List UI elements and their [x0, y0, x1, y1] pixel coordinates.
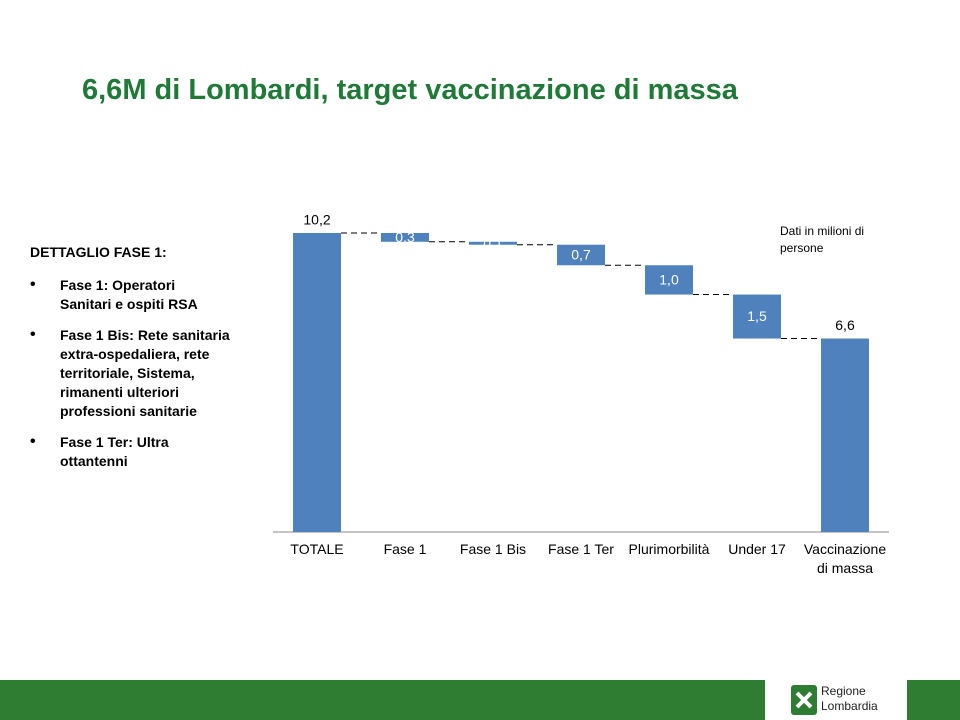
- x-tick-label: Vaccinazione di massa: [803, 541, 887, 576]
- x-tick-label: Fase 1: [383, 541, 427, 557]
- bullet-item: Fase 1 Ter: Ultra ottantenni: [30, 432, 230, 471]
- bar: [469, 241, 517, 245]
- x-tick-label: Plurimorbilità: [628, 541, 710, 557]
- x-tick-label: TOTALE: [290, 541, 344, 557]
- slide-title: 6,6M di Lombardi, target vaccinazione di…: [82, 74, 738, 106]
- logo-icon: [791, 685, 817, 715]
- chart-note: Dati in milioni di persone: [780, 224, 865, 255]
- logo: Regione Lombardia: [765, 680, 907, 720]
- data-label: 1,5: [747, 308, 767, 324]
- data-label: 1,0: [659, 272, 679, 288]
- chart: 10,2 0,3 0,1 0,7 1,0 1,5 6,6: [273, 212, 889, 533]
- bar: [821, 338, 869, 532]
- bar: [557, 244, 605, 266]
- data-label: 0,7: [571, 247, 591, 263]
- panel-heading: DETTAGLIO FASE 1:: [30, 244, 167, 260]
- left-panel: DETTAGLIO FASE 1: Fase 1: Operatori Sani…: [30, 244, 230, 483]
- logo-text: Regione Lombardia: [821, 684, 878, 713]
- data-label: 0,3: [395, 229, 415, 245]
- bullet-item: Fase 1: Operatori Sanitari e ospiti RSA: [30, 275, 230, 314]
- bar: [293, 233, 341, 532]
- x-tick-label: Fase 1 Bis: [459, 541, 527, 557]
- bullet-item: Fase 1 Bis: Rete sanitaria extra-ospedal…: [30, 325, 230, 421]
- data-label: 10,2: [303, 212, 330, 228]
- x-tick-label: Under 17: [728, 541, 786, 557]
- bar: [645, 265, 693, 295]
- x-tick-label: Fase 1 Ter: [548, 541, 614, 557]
- data-label: 6,6: [835, 317, 855, 333]
- bullet-list: Fase 1: Operatori Sanitari e ospiti RSA F…: [30, 275, 230, 471]
- bar: [733, 294, 781, 339]
- bar: [381, 233, 429, 242]
- data-label: 0,1: [483, 235, 503, 251]
